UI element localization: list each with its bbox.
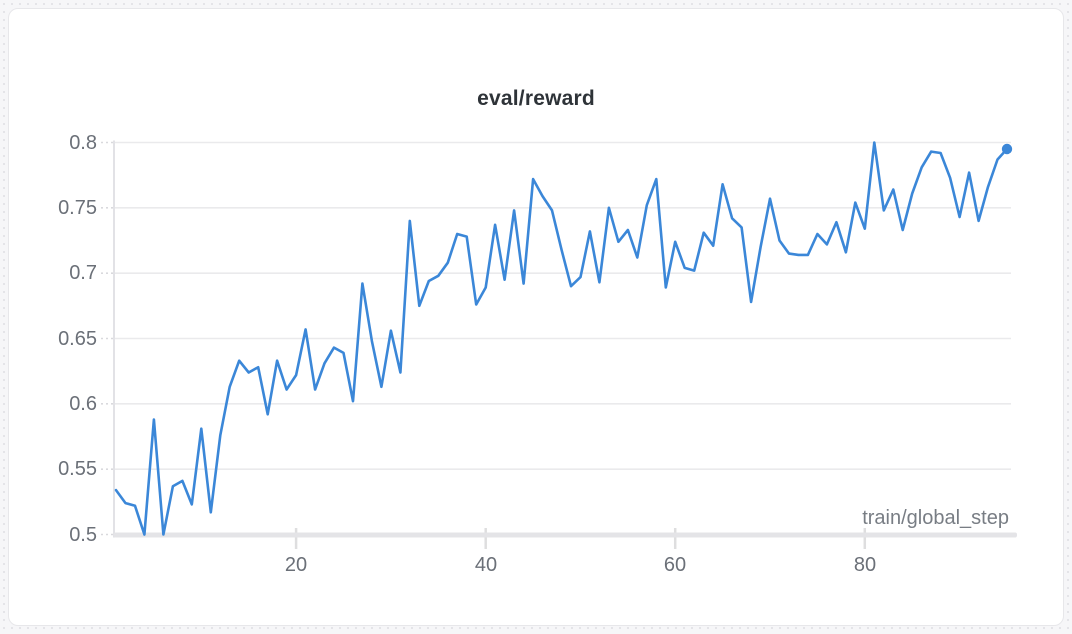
x-tick-label: 60 [663,554,687,576]
y-tick-label: 0.8 [69,132,97,154]
y-tick-label: 0.7 [69,262,97,284]
y-tick-label: 0.55 [58,458,97,480]
y-tick-label: 0.75 [58,197,97,219]
end-point-marker [1001,143,1013,155]
y-tick-label: 0.6 [69,393,97,415]
x-axis-line [114,532,1017,538]
y-tick-label: 0.5 [69,524,97,546]
chart-line [114,141,1009,536]
y-tick-label: 0.65 [58,328,97,350]
chart-title: eval/reward [477,87,595,110]
x-tick-label: 20 [284,554,308,576]
x-tick-label: 40 [474,554,498,576]
x-axis-label: train/global_step [862,507,1009,529]
plot-area [101,140,1017,549]
x-tick-label: 80 [853,554,877,576]
chart-panel[interactable]: eval/reward 0.8 0.75 0.7 0.65 0.6 0.55 0.5 20 4… [8,8,1064,626]
